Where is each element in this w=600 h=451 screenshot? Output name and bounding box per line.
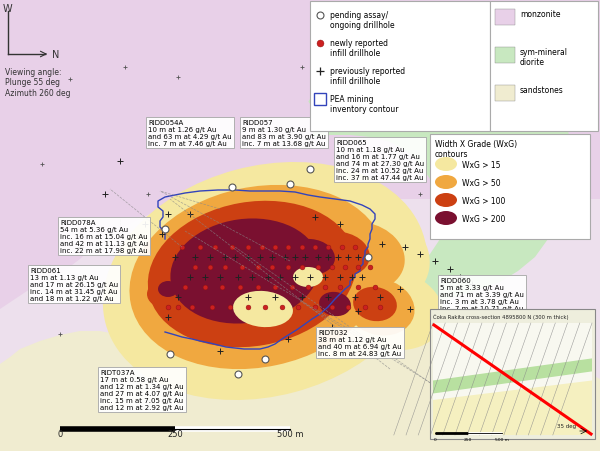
Ellipse shape xyxy=(233,291,293,327)
Ellipse shape xyxy=(183,253,207,271)
Ellipse shape xyxy=(319,292,351,317)
Polygon shape xyxy=(295,0,600,451)
Ellipse shape xyxy=(103,163,427,400)
Ellipse shape xyxy=(177,254,213,281)
Ellipse shape xyxy=(147,281,183,308)
Polygon shape xyxy=(433,381,592,435)
Text: RIDD061
13 m at 1.13 g/t Au
and 17 m at 26.15 g/t Au
inc. 14 m at 31.45 g/t Au
a: RIDD061 13 m at 1.13 g/t Au and 17 m at … xyxy=(30,267,118,301)
Ellipse shape xyxy=(315,222,405,293)
Text: WxG > 15: WxG > 15 xyxy=(462,161,500,170)
Text: 250: 250 xyxy=(167,429,183,438)
Text: 250: 250 xyxy=(464,437,472,441)
Text: RIDD078A
54 m at 5.36 g/t Au
inc. 16 m at 15.04 g/t Au
and 42 m at 11.13 g/t Au
: RIDD078A 54 m at 5.36 g/t Au inc. 16 m a… xyxy=(60,220,148,253)
Bar xyxy=(430,135,590,239)
Text: sandstones: sandstones xyxy=(520,86,564,95)
Text: RIDD057
9 m at 1.30 g/t Au
and 83 m at 3.90 g/t Au
inc. 7 m at 13.68 g/t Au: RIDD057 9 m at 1.30 g/t Au and 83 m at 3… xyxy=(242,120,326,147)
Ellipse shape xyxy=(130,185,386,369)
Text: RIDD060
5 m at 3.33 g/t Au
and 71 m at 3.39 g/t Au
inc. 3 m at 3.78 g/t Au
Inc. : RIDD060 5 m at 3.33 g/t Au and 71 m at 3… xyxy=(440,277,524,311)
Text: WxG > 100: WxG > 100 xyxy=(462,197,505,206)
Text: RIDT032
38 m at 1.12 g/t Au
and 40 m at 6.94 g/t Au
inc. 8 m at 24.83 g/t Au: RIDT032 38 m at 1.12 g/t Au and 40 m at … xyxy=(318,329,401,356)
Text: 500 m: 500 m xyxy=(495,437,509,441)
Text: 35 deg: 35 deg xyxy=(557,423,576,428)
Bar xyxy=(495,10,515,26)
Ellipse shape xyxy=(435,158,457,172)
Text: 0: 0 xyxy=(58,429,62,438)
Text: RIDD065
10 m at 1.18 g/t Au
and 16 m at 1.77 g/t Au
and 74 m at 27.30 g/t Au
inc: RIDD065 10 m at 1.18 g/t Au and 16 m at … xyxy=(336,140,424,180)
Polygon shape xyxy=(433,359,592,394)
Bar xyxy=(314,94,326,106)
Ellipse shape xyxy=(346,279,415,336)
Bar xyxy=(433,323,592,435)
Ellipse shape xyxy=(190,227,234,264)
Text: WxG > 200: WxG > 200 xyxy=(462,215,505,224)
Bar xyxy=(495,86,515,102)
Ellipse shape xyxy=(435,175,457,189)
Text: pending assay/
ongoing drillhole: pending assay/ ongoing drillhole xyxy=(330,11,395,30)
Text: sym-mineral
diorite: sym-mineral diorite xyxy=(520,48,568,67)
Ellipse shape xyxy=(336,268,444,350)
Bar xyxy=(430,309,595,439)
Polygon shape xyxy=(0,319,600,451)
Text: previously reported
infill drillhole: previously reported infill drillhole xyxy=(330,67,405,86)
Ellipse shape xyxy=(158,281,178,297)
Ellipse shape xyxy=(353,287,397,322)
Text: WxG > 50: WxG > 50 xyxy=(462,179,500,188)
Text: N: N xyxy=(52,50,59,60)
Text: RIDT037A
17 m at 0.58 g/t Au
and 12 m at 1.34 g/t Au
and 27 m at 4.07 g/t Au
inc: RIDT037A 17 m at 0.58 g/t Au and 12 m at… xyxy=(100,369,184,410)
Ellipse shape xyxy=(273,224,317,255)
Text: W: W xyxy=(3,4,13,14)
Text: Width X Grade (WxG)
contours: Width X Grade (WxG) contours xyxy=(435,140,517,159)
Ellipse shape xyxy=(435,212,457,226)
Ellipse shape xyxy=(176,216,254,279)
Text: monzonite: monzonite xyxy=(520,10,560,19)
Polygon shape xyxy=(0,0,320,309)
Bar xyxy=(310,2,490,132)
Ellipse shape xyxy=(310,232,370,276)
Ellipse shape xyxy=(293,267,323,287)
Text: Viewing angle:
Plunge 55 deg
Azimuth 260 deg: Viewing angle: Plunge 55 deg Azimuth 260… xyxy=(5,68,71,97)
Bar xyxy=(490,2,598,132)
Text: newly reported
infill drillhole: newly reported infill drillhole xyxy=(330,39,388,58)
Ellipse shape xyxy=(310,209,430,310)
Ellipse shape xyxy=(435,193,457,207)
Text: 0: 0 xyxy=(434,437,436,441)
Ellipse shape xyxy=(170,219,320,324)
Ellipse shape xyxy=(161,202,278,296)
Ellipse shape xyxy=(125,264,215,334)
Ellipse shape xyxy=(210,305,250,333)
Ellipse shape xyxy=(285,239,335,276)
Text: 500 m: 500 m xyxy=(277,429,303,438)
Text: RIDD069
67 m at 10.61 g/t Au
inc. 27 m at 22.56 g/t Au: RIDD069 67 m at 10.61 g/t Au inc. 27 m a… xyxy=(440,217,527,238)
Ellipse shape xyxy=(148,201,356,347)
Ellipse shape xyxy=(140,276,196,319)
Text: Čoka Rakita cross-section 4895800 N (300 m thick): Čoka Rakita cross-section 4895800 N (300… xyxy=(433,313,569,319)
Text: RIDD054A
10 m at 1.26 g/t Au
and 63 m at 4.29 g/t Au
Inc. 7 m at 7.46 g/t Au: RIDD054A 10 m at 1.26 g/t Au and 63 m at… xyxy=(148,120,232,147)
Text: PEA mining
inventory contour: PEA mining inventory contour xyxy=(330,95,398,114)
Bar xyxy=(495,48,515,64)
Bar xyxy=(0,0,600,199)
